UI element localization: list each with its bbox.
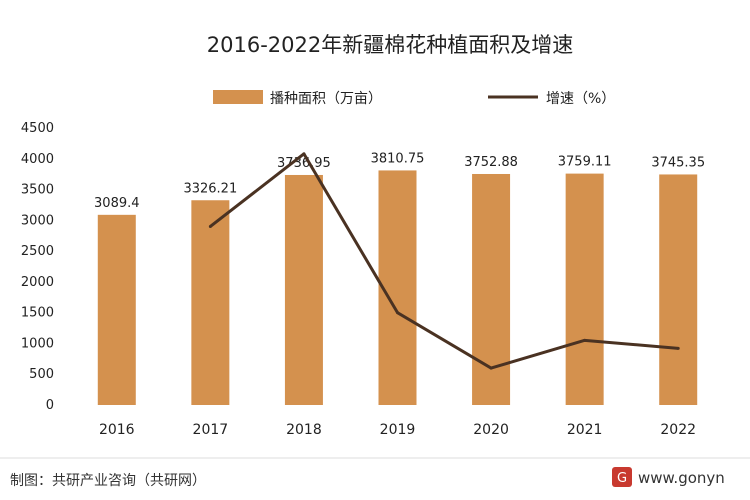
bar — [97, 214, 136, 405]
logo-mark — [612, 467, 632, 487]
y-tick-label: 0 — [46, 398, 54, 413]
bar — [472, 173, 511, 405]
chart-title: 2016-2022年新疆棉花种植面积及增速 — [207, 33, 573, 57]
legend-bar-swatch — [213, 90, 263, 104]
line-point — [302, 152, 306, 156]
data-label: 3326.21 — [183, 181, 237, 196]
y-tick-label: 4000 — [21, 152, 54, 167]
data-label: 3752.88 — [464, 155, 518, 170]
x-tick-label: 2016 — [99, 422, 135, 438]
bar — [284, 174, 323, 405]
x-tick-label: 2018 — [286, 422, 322, 438]
line-point — [208, 224, 212, 228]
y-tick-label: 2500 — [21, 244, 54, 259]
legend: 播种面积（万亩） 增速（%） — [213, 90, 615, 107]
legend-bar-label: 播种面积（万亩） — [270, 90, 382, 107]
data-label: 3736.95 — [277, 156, 331, 171]
y-tick-label: 1000 — [21, 336, 54, 351]
y-tick-label: 500 — [29, 367, 54, 382]
line-point — [676, 346, 680, 350]
x-tick-label: 2021 — [567, 422, 603, 438]
y-tick-label: 4500 — [21, 121, 54, 136]
legend-line-label: 增速（%） — [546, 91, 615, 107]
x-tick-label: 2019 — [380, 422, 416, 438]
line-point — [489, 366, 493, 370]
line-point — [396, 311, 399, 315]
y-tick-label: 3000 — [21, 213, 54, 228]
logo-glyph: G — [617, 471, 627, 486]
line-series — [208, 152, 680, 370]
y-tick-label: 2000 — [21, 275, 54, 290]
x-axis: 2016 2017 2018 2019 2020 2021 2022 — [99, 422, 696, 438]
y-tick-label: 3500 — [21, 183, 54, 198]
bar — [659, 174, 698, 405]
bar — [565, 173, 604, 405]
data-label: 3810.75 — [371, 151, 425, 166]
bar — [378, 170, 417, 405]
site-logo: G — [612, 467, 632, 487]
bars — [97, 170, 698, 405]
y-tick-label: 1500 — [21, 306, 54, 321]
x-tick-label: 2022 — [660, 422, 696, 438]
line-point — [583, 338, 587, 342]
data-label: 3089.4 — [94, 196, 140, 211]
data-label: 3745.35 — [651, 155, 705, 170]
x-tick-label: 2020 — [473, 422, 509, 438]
data-labels: 3089.4 3326.21 3736.95 3810.75 3752.88 3759.1… — [94, 151, 705, 210]
footer-website: www.gonyn — [638, 469, 725, 487]
x-tick-label: 2017 — [193, 422, 229, 438]
y-axis: 0 500 1000 1500 2000 2500 3000 3500 4000 4500 — [21, 121, 54, 413]
footer-source: 制图：共研产业咨询（共研网） — [10, 473, 206, 489]
data-label: 3759.11 — [558, 155, 612, 170]
growth-line — [209, 152, 679, 370]
bar — [191, 200, 230, 405]
